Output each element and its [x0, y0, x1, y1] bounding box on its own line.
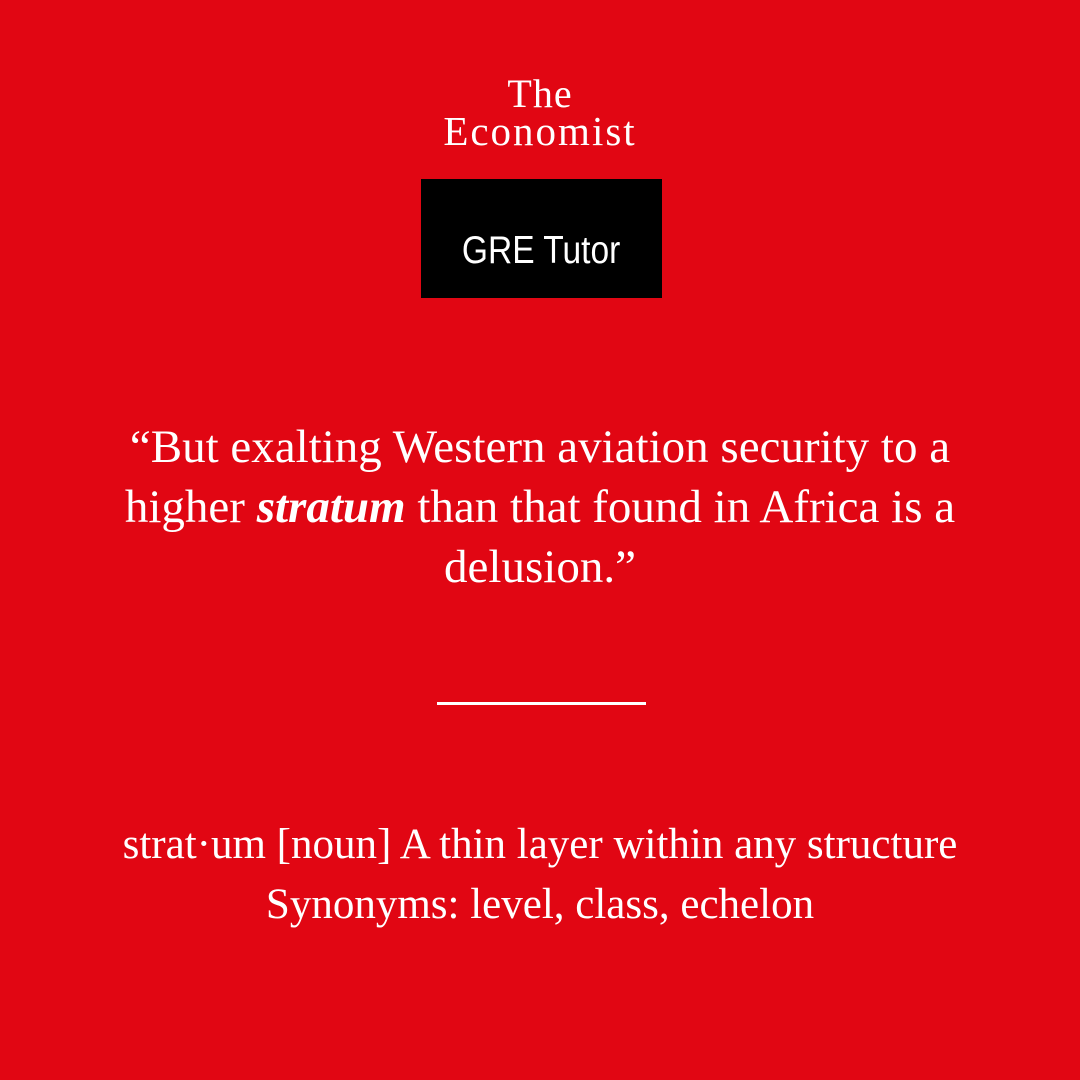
quote-after: than that found in Africa is a delusion.… — [405, 481, 956, 593]
quote-before: “But exalting Western aviation security … — [124, 421, 951, 533]
gre-tutor-badge: GRE Tutor — [421, 179, 662, 298]
definition-block: strat·um [noun] A thin layer within any … — [40, 815, 1040, 935]
synonyms-line: Synonyms: level, class, echelon — [265, 881, 815, 928]
logo-line-the: The — [507, 71, 573, 116]
divider-line — [437, 702, 646, 705]
badge-label: GRE Tutor — [462, 228, 621, 272]
quote-text: “But exalting Western aviation security … — [90, 417, 990, 597]
definition-line: strat·um [noun] A thin layer within any … — [122, 821, 958, 868]
logo-line-economist: Economist — [443, 108, 637, 154]
economist-logo: The Economist — [0, 74, 1080, 152]
quote-keyword: stratum — [256, 481, 406, 533]
